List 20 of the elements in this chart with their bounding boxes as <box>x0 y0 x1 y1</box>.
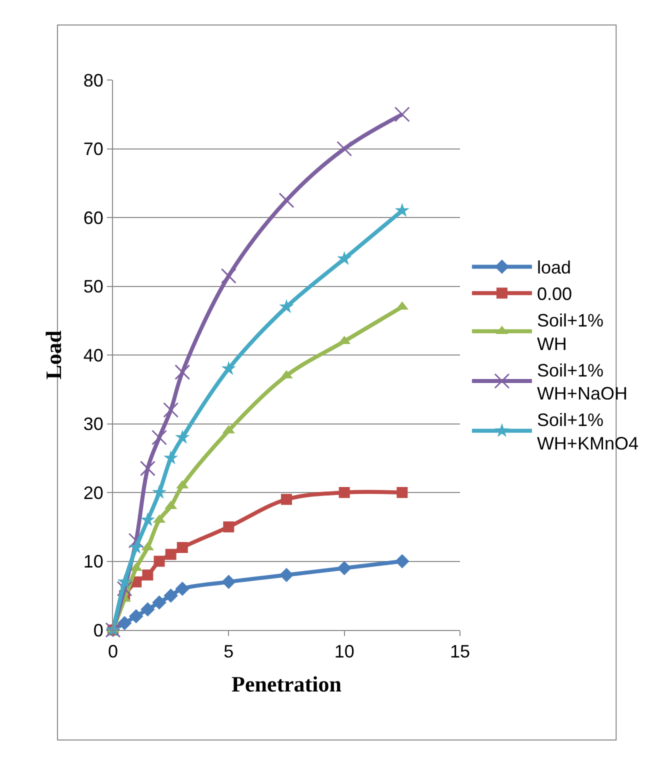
y-tick-label: 80 <box>83 70 104 90</box>
x-tick-label: 5 <box>224 642 234 662</box>
y-tick-label: 10 <box>83 552 104 572</box>
y-tick-label: 60 <box>83 208 104 228</box>
x-tick-label: 15 <box>450 642 470 662</box>
y-tick-label: 50 <box>83 276 104 297</box>
x-axis-title: Penetration <box>232 672 342 696</box>
legend-label: Soil+1% WH+NaOH <box>536 360 628 404</box>
x-tick-label: 10 <box>334 642 354 662</box>
y-tick-label: 0 <box>93 620 104 640</box>
legend-label: Soil+1% WH <box>536 310 604 354</box>
y-axis-title: Load <box>41 330 66 380</box>
legend-label: Soil+1% WH+KMnO4 <box>536 410 638 454</box>
x-tick-label: 0 <box>108 642 118 662</box>
y-tick-label: 30 <box>83 414 104 434</box>
legend-label: 0.00 <box>536 284 572 304</box>
legend-label: load <box>536 258 571 278</box>
y-tick-label: 70 <box>83 139 104 160</box>
y-tick-label: 20 <box>83 482 104 503</box>
y-tick-label: 40 <box>83 345 104 366</box>
